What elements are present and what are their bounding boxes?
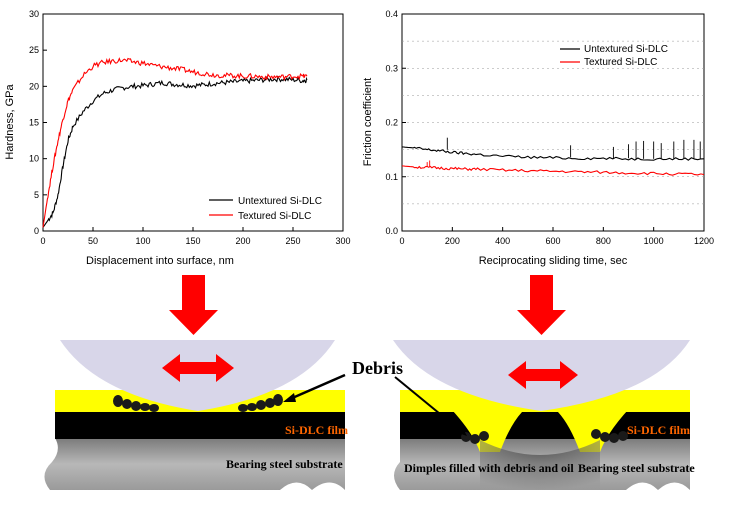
hardness-chart: 0 5 10 15 20 25 30 0 50 100 150 200 250 300 Hardness…: [4, 9, 351, 267]
hardness-y-axis-label: Hardness, GPa: [4, 84, 16, 160]
hardness-x-tick-label: 300: [335, 236, 350, 246]
left-substrate-label: Bearing steel substrate: [226, 457, 343, 471]
textured-schematic: Si-DLC film Dimples filled with debris a…: [393, 340, 695, 490]
hardness-series-textured: [42, 57, 308, 228]
friction-x-tick-label: 0: [399, 236, 404, 246]
left-film-label: Si-DLC film: [285, 423, 348, 437]
friction-legend-untextured: Untextured Si-DLC: [584, 44, 668, 55]
debris-pointer-right: [394, 376, 467, 436]
right-dimple-right: [558, 390, 648, 452]
hardness-x-tick-label: 200: [235, 236, 250, 246]
left-sliding-arrow: [162, 354, 234, 382]
debris-label: Debris: [352, 358, 403, 378]
left-debris-cluster-b: [238, 394, 283, 412]
friction-x-tick-label: 800: [596, 236, 611, 246]
hardness-legend-untextured: Untextured Si-DLC: [238, 196, 322, 207]
hardness-x-tick-label: 50: [88, 236, 98, 246]
hardness-y-tick-label: 25: [29, 45, 39, 55]
right-dlc-film: [400, 412, 690, 439]
left-steel-substrate: [44, 438, 345, 490]
friction-series-textured: [401, 165, 705, 176]
friction-series-untextured: [401, 146, 705, 161]
hardness-y-tick-label: 15: [29, 118, 39, 128]
hardness-x-tick-label: 0: [40, 236, 45, 246]
hardness-x-axis-label: Displacement into surface, nm: [86, 255, 234, 267]
friction-y-tick-label: 0.2: [385, 118, 398, 128]
hardness-legend: Untextured Si-DLC Textured Si-DLC: [209, 196, 322, 222]
hardness-y-tick-label: 5: [34, 190, 39, 200]
friction-legend-textured: Textured Si-DLC: [584, 57, 657, 68]
hardness-y-tick-label: 10: [29, 154, 39, 164]
down-arrow-right: [517, 275, 566, 335]
friction-legend: Untextured Si-DLC Textured Si-DLC: [560, 44, 668, 68]
friction-x-tick-label: 200: [445, 236, 460, 246]
right-film-label: Si-DLC film: [627, 423, 690, 437]
friction-y-tick-label: 0.3: [385, 63, 398, 73]
down-arrow-left: [169, 275, 218, 335]
friction-x-tick-label: 400: [495, 236, 510, 246]
left-dlc-film: [55, 412, 345, 439]
right-dimple-left: [432, 390, 522, 452]
friction-x-axis-label: Reciprocating sliding time, sec: [479, 255, 628, 267]
left-ball-counterface: [60, 340, 335, 411]
friction-chart: 0.0 0.1 0.2 0.3 0.4 0 200 400 600 800 1000 1200 Fr…: [362, 9, 714, 267]
hardness-series-untextured: [42, 75, 308, 228]
hardness-x-tick-label: 150: [185, 236, 200, 246]
hardness-legend-textured: Textured Si-DLC: [238, 211, 311, 222]
right-sliding-arrow: [508, 361, 578, 389]
friction-x-tick-label: 600: [545, 236, 560, 246]
right-substrate-label: Bearing steel substrate: [578, 461, 695, 475]
friction-x-tick-label: 1000: [644, 236, 664, 246]
friction-x-tick-label: 1200: [694, 236, 714, 246]
hardness-x-tick-label: 100: [135, 236, 150, 246]
right-dimple-shadow: [480, 440, 600, 490]
untextured-schematic: Si-DLC film Bearing steel substrate: [44, 340, 348, 490]
left-debris-cluster-a: [113, 395, 159, 412]
right-debris-cluster-b: [591, 429, 628, 443]
debris-pointer-left: [283, 373, 346, 402]
friction-y-axis-label: Friction coefficient: [362, 78, 374, 166]
hardness-y-tick-label: 0: [34, 226, 39, 236]
friction-y-tick-label: 0.0: [385, 226, 398, 236]
hardness-y-tick-label: 20: [29, 81, 39, 91]
friction-y-tick-label: 0.1: [385, 172, 398, 182]
friction-y-tick-label: 0.4: [385, 9, 398, 19]
dimples-label: Dimples filled with debris and oil: [404, 461, 574, 475]
hardness-x-tick-label: 250: [285, 236, 300, 246]
hardness-y-tick-label: 30: [29, 9, 39, 19]
